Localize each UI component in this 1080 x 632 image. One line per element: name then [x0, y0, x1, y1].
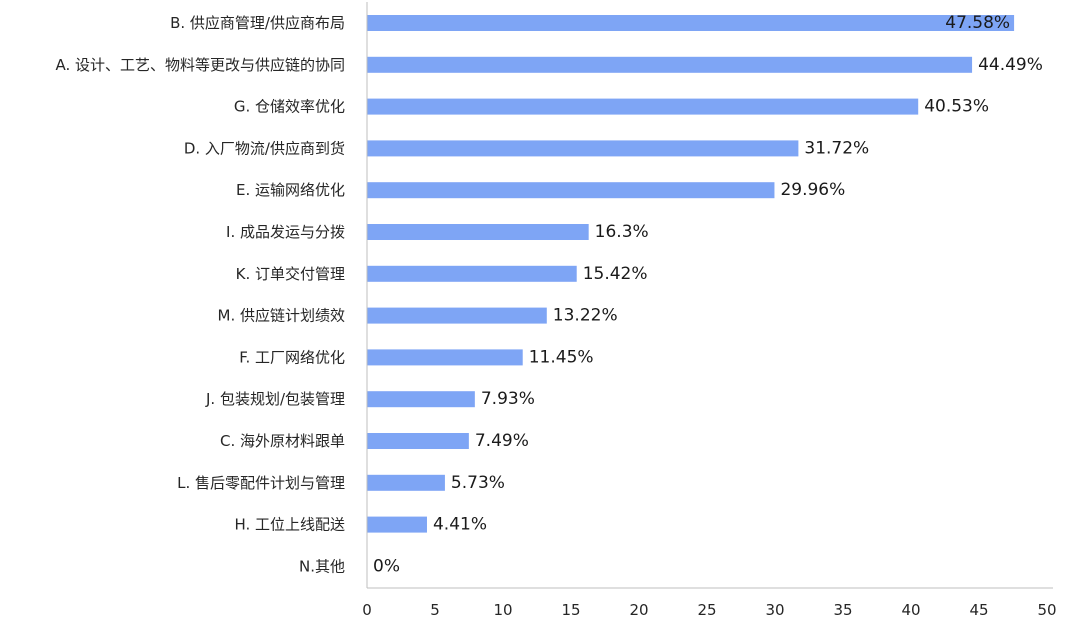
x-tick-label: 20	[629, 601, 648, 619]
value-label: 44.49%	[978, 55, 1043, 75]
x-tick-labels: 0 5 10 15 20 25 30 35 40 45 50	[362, 601, 1056, 619]
category-label: H. 工位上线配送	[234, 516, 345, 534]
x-tick-label: 5	[430, 601, 440, 619]
value-label: 47.58%	[945, 13, 1010, 33]
x-tick-label: 40	[901, 601, 920, 619]
value-label: 4.41%	[433, 515, 487, 535]
bar	[367, 307, 547, 324]
value-label: 0%	[373, 556, 400, 576]
value-label: 13.22%	[553, 306, 618, 326]
bar	[367, 516, 427, 533]
bar	[367, 15, 1015, 31]
value-label: 7.49%	[475, 431, 529, 451]
category-labels: B. 供应商管理/供应商布局 A. 设计、工艺、物料等更改与供应链的协同 G. 仓储…	[55, 14, 345, 575]
value-label: 11.45%	[529, 347, 594, 367]
category-label: M. 供应链计划绩效	[218, 307, 345, 325]
category-label: N.其他	[299, 557, 345, 575]
value-label: 40.53%	[924, 97, 989, 117]
x-tick-label: 50	[1037, 601, 1056, 619]
category-label: K. 订单交付管理	[236, 265, 345, 283]
bar	[367, 433, 469, 449]
x-tick-label: 10	[493, 601, 512, 619]
value-labels: 47.58% 44.49% 40.53% 31.72% 29.96% 16.3% 15.42…	[373, 13, 1043, 576]
value-label: 5.73%	[451, 473, 505, 493]
x-tick-label: 15	[561, 601, 580, 619]
bar	[367, 391, 475, 408]
value-label: 29.96%	[780, 180, 845, 200]
category-label: E. 运输网络优化	[236, 181, 345, 199]
category-label: G. 仓储效率优化	[234, 98, 345, 116]
x-tick-label: 0	[362, 601, 372, 619]
x-tick-label: 45	[969, 601, 988, 619]
category-label: A. 设计、工艺、物料等更改与供应链的协同	[55, 56, 345, 74]
x-tick-label: 30	[765, 601, 784, 619]
x-tick-label: 35	[833, 601, 852, 619]
bar	[367, 98, 919, 115]
bar	[367, 474, 445, 491]
category-label: I. 成品发运与分拨	[226, 223, 345, 241]
category-label: J. 包装规划/包装管理	[205, 390, 345, 408]
bars-group	[367, 15, 1015, 533]
bar	[367, 182, 775, 199]
category-label: L. 售后零配件计划与管理	[177, 474, 345, 492]
value-label: 15.42%	[583, 264, 648, 284]
category-label: F. 工厂网络优化	[239, 348, 345, 366]
value-label: 16.3%	[595, 222, 649, 242]
x-tick-label: 25	[697, 601, 716, 619]
bar	[367, 349, 523, 366]
bar	[367, 265, 577, 282]
bar	[367, 224, 589, 240]
category-label: B. 供应商管理/供应商布局	[170, 14, 345, 32]
category-label: D. 入厂物流/供应商到货	[184, 139, 345, 157]
value-label: 7.93%	[481, 389, 535, 409]
value-label: 31.72%	[804, 138, 869, 158]
bar	[367, 140, 799, 157]
category-label: C. 海外原材料跟单	[220, 432, 345, 450]
bar	[367, 56, 973, 73]
